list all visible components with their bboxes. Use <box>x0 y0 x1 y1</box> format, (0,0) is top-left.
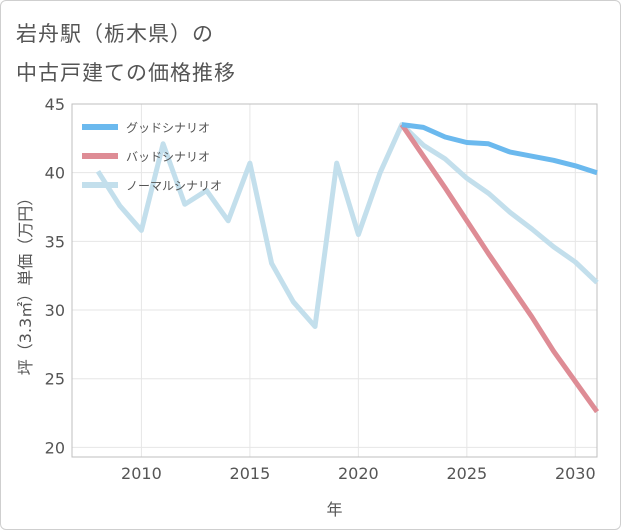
x-tick-label: 2020 <box>338 464 379 483</box>
series-line-0 <box>401 122 598 176</box>
y-tick-label: 30 <box>45 301 65 320</box>
x-tick-label: 2010 <box>121 464 162 483</box>
series-layer <box>95 122 600 414</box>
legend-label: ノーマルシナリオ <box>126 179 222 193</box>
x-tick-label: 2025 <box>446 464 487 483</box>
x-axis-label: 年 <box>326 500 342 519</box>
y-tick-label: 40 <box>45 164 65 183</box>
x-tick-label: 2015 <box>230 464 271 483</box>
y-tick-label: 45 <box>45 95 65 114</box>
y-tick-label: 20 <box>45 438 65 457</box>
y-axis-label: 坪（3.3㎡）単価（万円） <box>16 190 35 375</box>
x-tick-label: 2030 <box>555 464 596 483</box>
chart-title-line1: 岩舟駅（栃木県）の <box>16 22 214 46</box>
series-line-1 <box>399 123 600 414</box>
series-line-2 <box>95 122 599 329</box>
y-tick-label: 35 <box>45 232 65 251</box>
chart-title-line2: 中古戸建ての価格推移 <box>16 61 236 85</box>
legend-label: バッドシナリオ <box>126 150 210 164</box>
y-tick-label: 25 <box>45 370 65 389</box>
legend-label: グッドシナリオ <box>126 121 210 135</box>
